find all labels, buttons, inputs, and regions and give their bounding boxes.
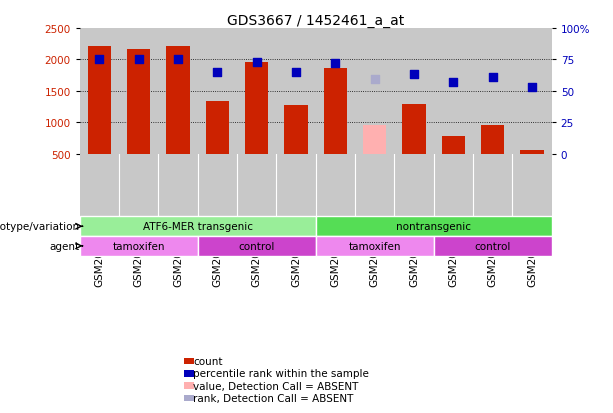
Text: ATF6-MER transgenic: ATF6-MER transgenic [143, 222, 253, 232]
Point [291, 69, 301, 76]
Bar [481, 126, 504, 154]
Text: agent: agent [50, 241, 80, 251]
Bar [284, 105, 308, 154]
Text: control: control [238, 241, 275, 251]
Point [252, 59, 262, 66]
Bar [316, 237, 434, 256]
Bar [245, 63, 268, 154]
Bar [316, 217, 552, 237]
Point [94, 57, 104, 64]
Text: count: count [193, 356, 223, 366]
Text: percentile rank within the sample: percentile rank within the sample [193, 368, 369, 378]
Bar [402, 105, 426, 154]
Title: GDS3667 / 1452461_a_at: GDS3667 / 1452461_a_at [227, 14, 405, 28]
Bar [80, 237, 197, 256]
Bar [166, 47, 190, 154]
Bar [324, 69, 347, 154]
Bar [127, 50, 151, 154]
Bar [205, 102, 229, 154]
Text: rank, Detection Call = ABSENT: rank, Detection Call = ABSENT [193, 393, 354, 403]
Text: tamoxifen: tamoxifen [348, 241, 401, 251]
Point [330, 61, 340, 67]
Text: control: control [474, 241, 511, 251]
Bar [88, 47, 111, 154]
Point [527, 85, 537, 91]
Bar [520, 150, 544, 154]
Text: value, Detection Call = ABSENT: value, Detection Call = ABSENT [193, 381, 359, 391]
Bar [197, 237, 316, 256]
Point [488, 74, 498, 81]
Text: tamoxifen: tamoxifen [112, 241, 165, 251]
Bar [441, 137, 465, 154]
Point [409, 72, 419, 78]
Text: nontransgenic: nontransgenic [396, 222, 471, 232]
Bar [363, 126, 387, 154]
Point [134, 57, 143, 64]
Point [370, 77, 379, 83]
Text: genotype/variation: genotype/variation [0, 222, 80, 232]
Point [449, 79, 459, 86]
Point [213, 69, 223, 76]
Bar [434, 237, 552, 256]
Bar [80, 217, 316, 237]
Point [173, 57, 183, 64]
